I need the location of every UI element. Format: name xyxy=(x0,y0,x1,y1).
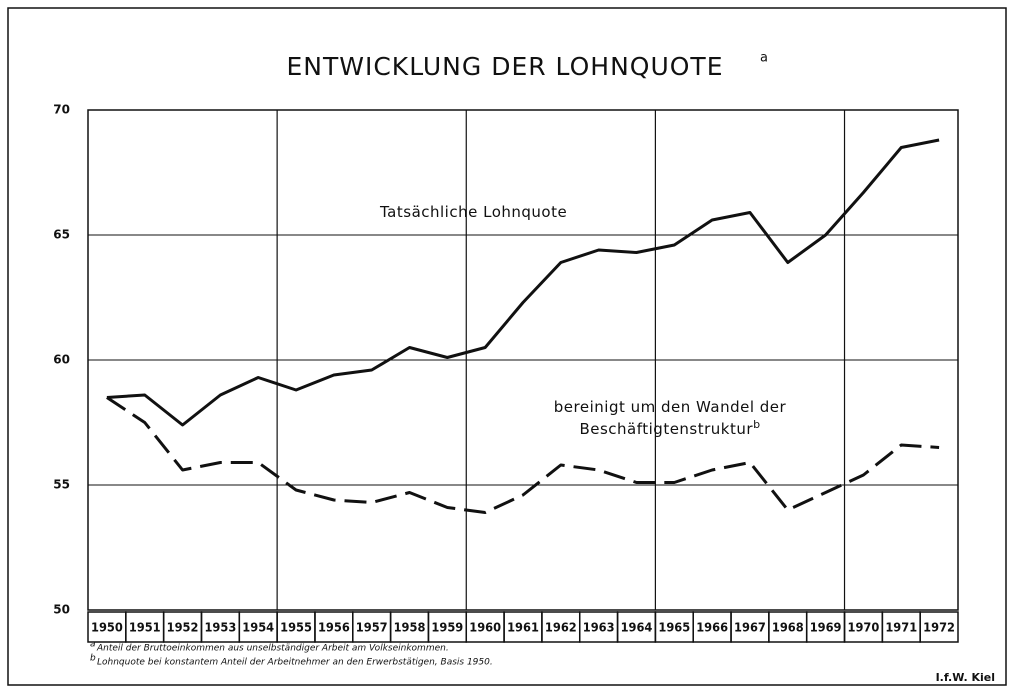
x-tick-label: 1968 xyxy=(772,621,804,635)
series-label: Tatsächliche Lohnquote xyxy=(380,203,568,221)
x-tick-label: 1957 xyxy=(356,621,388,635)
y-tick-label: 70 xyxy=(53,103,70,117)
footnote: Lohnquote bei konstantem Anteil der Arbe… xyxy=(97,658,493,668)
chart-title: ENTWICKLUNG DER LOHNQUOTE xyxy=(286,52,723,81)
series-label: bereinigt um den Wandel der Beschäftigte… xyxy=(540,398,800,438)
line-series xyxy=(106,396,940,514)
x-tick-label: 1950 xyxy=(91,621,123,635)
x-tick-label: 1964 xyxy=(621,621,653,635)
footnote-mark: b xyxy=(90,654,96,664)
x-tick-label: 1953 xyxy=(204,621,236,635)
x-tick-label: 1961 xyxy=(507,621,539,635)
y-tick-label: 65 xyxy=(53,228,70,242)
y-tick-label: 55 xyxy=(53,478,70,492)
x-tick-label: 1954 xyxy=(242,621,274,635)
x-tick-label: 1972 xyxy=(923,621,955,635)
x-tick-label: 1967 xyxy=(734,621,766,635)
x-tick-label: 1971 xyxy=(885,621,917,635)
x-tick-label: 1960 xyxy=(469,621,501,635)
x-tick-label: 1958 xyxy=(394,621,426,635)
x-tick-label: 1969 xyxy=(810,621,842,635)
x-tick-label: 1966 xyxy=(696,621,728,635)
x-tick-label: 1952 xyxy=(167,621,199,635)
frame xyxy=(7,7,1007,686)
x-tick-label: 1955 xyxy=(280,621,312,635)
y-tick-label: 60 xyxy=(53,353,70,367)
year-box xyxy=(919,611,959,643)
series-label-mark: b xyxy=(753,418,761,431)
source: I.f.W. Kiel xyxy=(936,671,995,684)
y-tick-label: 50 xyxy=(53,603,70,617)
series-label-text: bereinigt um den Wandel der Beschäftigte… xyxy=(553,398,787,438)
x-tick-label: 1963 xyxy=(583,621,615,635)
title-mark: a xyxy=(760,51,768,66)
x-tick-label: 1965 xyxy=(658,621,690,635)
footnote: Anteil der Bruttoeinkommen aus unselbstä… xyxy=(96,644,449,654)
line-series xyxy=(106,138,940,427)
x-tick-label: 1956 xyxy=(318,621,350,635)
footnote-mark: a xyxy=(90,640,96,650)
x-tick-label: 1959 xyxy=(431,621,463,635)
x-tick-label: 1951 xyxy=(129,621,161,635)
x-tick-label: 1962 xyxy=(545,621,577,635)
x-tick-label: 1970 xyxy=(848,621,880,635)
